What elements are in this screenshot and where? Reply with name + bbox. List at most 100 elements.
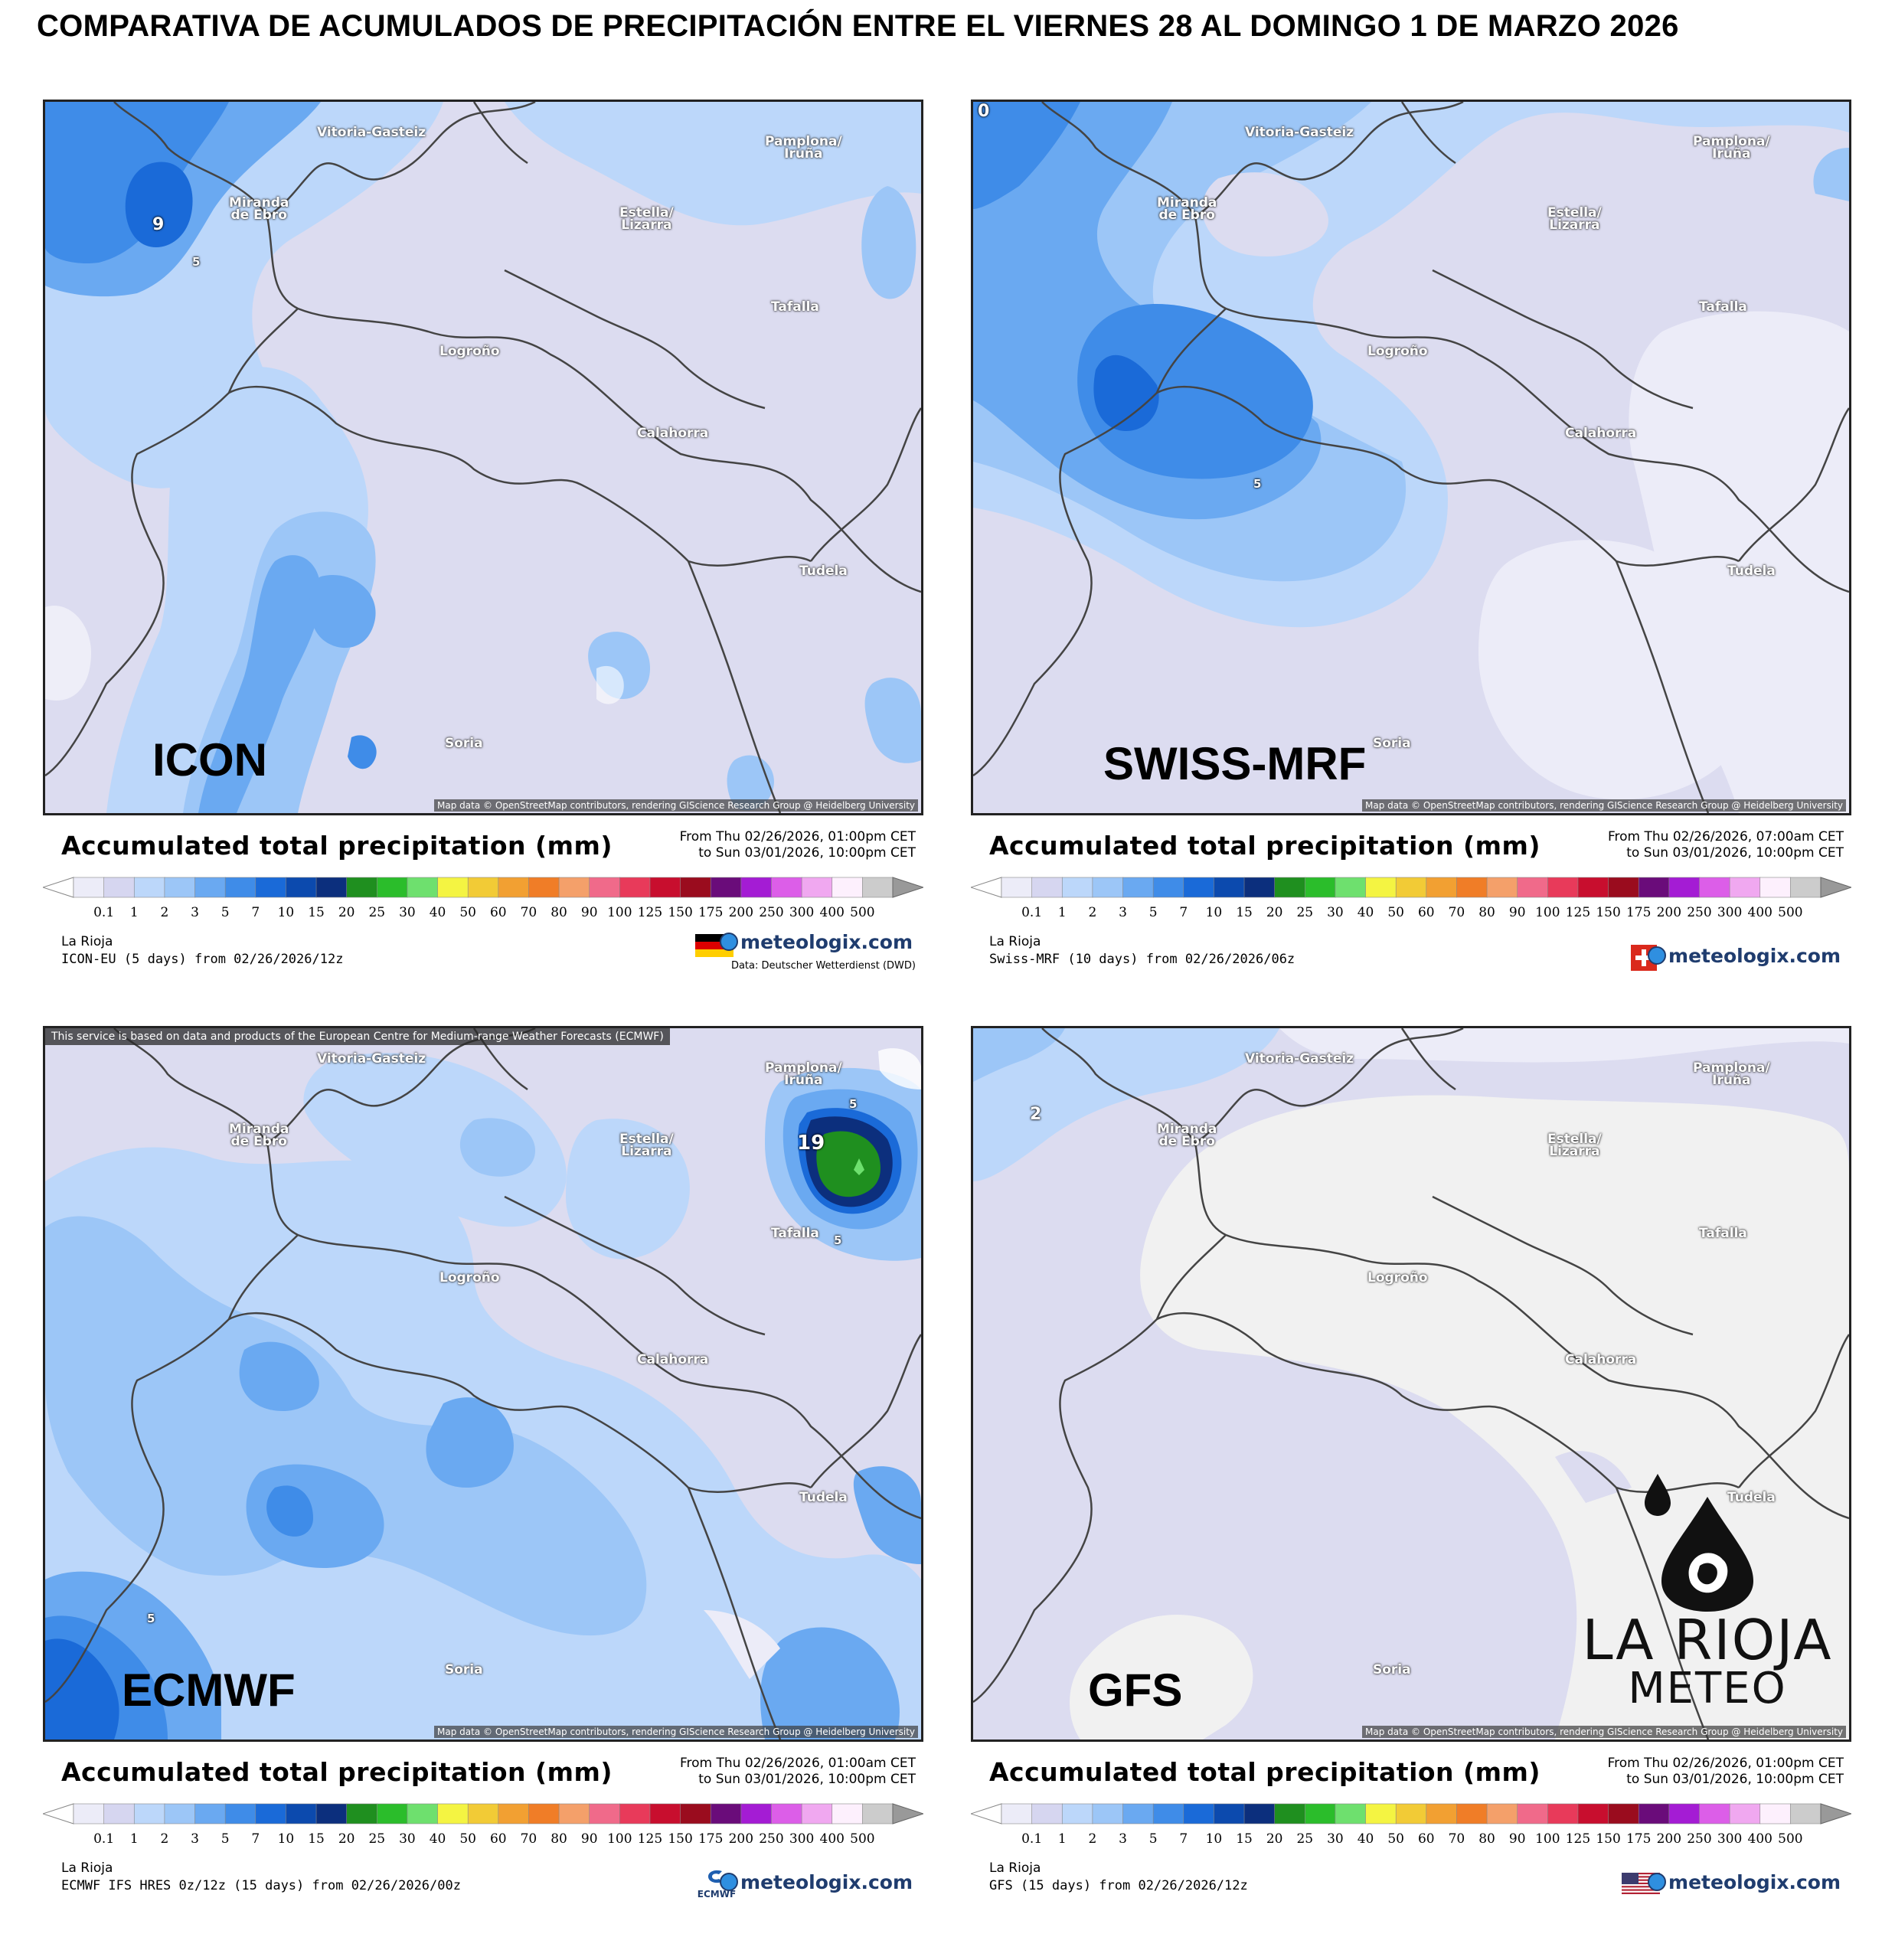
- scale-tick-label: 7: [251, 1831, 260, 1847]
- scale-tick-label: 15: [308, 1831, 325, 1847]
- scale-arrow-high: [892, 1803, 923, 1824]
- scale-tick-label: 30: [1327, 905, 1344, 920]
- scale-tick-label: 500: [850, 1831, 875, 1847]
- scale-tick-label: 0.1: [93, 1831, 115, 1847]
- scale-swatch: [1486, 877, 1518, 898]
- map-swiss-mrf[interactable]: Vitoria-Gasteiz Pamplona/Iruña Miranda de…: [971, 100, 1851, 815]
- scale-swatch: [1577, 877, 1609, 898]
- scale-swatch: [1759, 1803, 1792, 1824]
- ecmwf-logo: ECMWF: [695, 1868, 738, 1900]
- scale-tick-label: 175: [698, 905, 724, 920]
- scale-swatch: [1577, 1803, 1609, 1824]
- scale-tick-label: 400: [1747, 1831, 1772, 1847]
- panel-ecmwf: This service is based on data and produc…: [43, 1026, 923, 1922]
- brand-link[interactable]: meteologix.com: [720, 931, 913, 953]
- ecmwf-swirl-icon: [708, 1870, 722, 1883]
- map-gfs[interactable]: Vitoria-Gasteiz Pamplona/Iruña Miranda de…: [971, 1026, 1851, 1742]
- scale-swatch: [1152, 1803, 1184, 1824]
- scale-swatch: [1061, 877, 1093, 898]
- map-icon[interactable]: Vitoria-Gasteiz Pamplona/Iruña Miranda de…: [43, 100, 923, 815]
- brand-link[interactable]: meteologix.com: [1648, 1871, 1841, 1893]
- scale-swatch: [286, 1803, 317, 1824]
- scale-swatch: [1365, 1803, 1397, 1824]
- contour-value-label: 5: [147, 1612, 155, 1625]
- scale-swatch: [801, 877, 833, 898]
- scale-tick-label: 50: [1387, 1831, 1404, 1847]
- logo-text-meteo: METEO: [1628, 1664, 1787, 1713]
- scale-swatch: [649, 1803, 681, 1824]
- scale-tick-label: 25: [1296, 1831, 1314, 1847]
- scale-swatch: [589, 877, 621, 898]
- scale-tick-label: 175: [1625, 1831, 1652, 1847]
- logo-text-la-rioja: LA RIOJA: [1582, 1608, 1833, 1672]
- panel-icon: Vitoria-Gasteiz Pamplona/Iruña Miranda de…: [43, 100, 923, 995]
- scale-swatch: [1759, 877, 1792, 898]
- model-run-label: Swiss-MRF (10 days) from 02/26/2026/06z: [989, 952, 1295, 967]
- scale-swatch: [1638, 877, 1670, 898]
- color-scale-ticks: 0.1 1 2 3 5 7 10 15 20 25 30 40 50 60 70 80 90 100 125 150 1…: [43, 1831, 923, 1850]
- brand-link[interactable]: meteologix.com: [720, 1871, 913, 1893]
- panel-swiss-mrf: Vitoria-Gasteiz Pamplona/Iruña Miranda de…: [971, 100, 1851, 995]
- scale-swatch: [862, 877, 894, 898]
- city-label-estella: Estella/Lizarra: [619, 1132, 674, 1159]
- scale-tick-label: 175: [698, 1831, 724, 1847]
- scale-tick-label: 3: [191, 905, 199, 920]
- scale-tick-label: 90: [580, 1831, 598, 1847]
- map-attribution: Map data © OpenStreetMap contributors, r…: [1362, 799, 1846, 812]
- contour-value-label: 5: [192, 255, 201, 269]
- water-drop-icon: [1645, 1474, 1753, 1612]
- scale-swatch: [255, 877, 287, 898]
- scale-swatch: [346, 1803, 378, 1824]
- ecmwf-logo-text: ECMWF: [697, 1889, 737, 1900]
- scale-tick-label: 25: [1296, 905, 1314, 920]
- legend-title: Accumulated total precipitation (mm): [61, 1757, 613, 1787]
- contour-value-label: 5: [834, 1233, 842, 1247]
- scale-tick-label: 500: [1778, 1831, 1803, 1847]
- scale-swatch: [589, 1803, 621, 1824]
- scale-swatch: [1638, 1803, 1670, 1824]
- city-label-tudela: Tudela: [1727, 1490, 1776, 1505]
- scale-swatch: [467, 877, 499, 898]
- map-attribution: Map data © OpenStreetMap contributors, r…: [434, 799, 918, 812]
- scale-tick-label: 300: [789, 1831, 815, 1847]
- city-label-estella: Estella/Lizarra: [1547, 205, 1602, 233]
- scale-swatch: [1395, 877, 1427, 898]
- scale-swatch: [1486, 1803, 1518, 1824]
- scale-tick-label: 200: [1656, 1831, 1682, 1847]
- scale-swatch: [1456, 877, 1488, 898]
- scale-swatch: [1031, 877, 1063, 898]
- precip-field-ecmwf: [45, 1028, 921, 1740]
- scale-swatch: [1456, 1803, 1488, 1824]
- legend-title: Accumulated total precipitation (mm): [61, 831, 613, 861]
- scale-swatch: [164, 877, 196, 898]
- model-run-label: GFS (15 days) from 02/26/2026/12z: [989, 1878, 1248, 1893]
- city-label-logrono: Logroño: [439, 344, 500, 359]
- scale-tick-label: 50: [459, 905, 476, 920]
- scale-swatch: [194, 1803, 226, 1824]
- scale-swatch: [437, 1803, 469, 1824]
- meteologix-drop-icon: [720, 1873, 739, 1891]
- scale-swatch: [1729, 877, 1761, 898]
- scale-tick-label: 400: [819, 905, 845, 920]
- scale-tick-label: 25: [368, 905, 386, 920]
- scale-tick-label: 10: [277, 1831, 295, 1847]
- map-ecmwf[interactable]: This service is based on data and produc…: [43, 1026, 923, 1742]
- scale-swatch: [528, 877, 560, 898]
- city-label-pamplona: Pamplona/Iruña: [765, 1060, 842, 1088]
- scale-tick-label: 90: [580, 905, 598, 920]
- color-scale-bar: [971, 1803, 1851, 1824]
- scale-tick-label: 90: [1508, 1831, 1526, 1847]
- scale-swatch: [1183, 877, 1215, 898]
- scale-swatch: [224, 877, 256, 898]
- scale-tick-label: 100: [1535, 1831, 1560, 1847]
- scale-tick-label: 2: [160, 1831, 169, 1847]
- scale-tick-label: 15: [1236, 905, 1253, 920]
- scale-swatch: [1699, 877, 1730, 898]
- scale-swatch: [376, 877, 408, 898]
- scale-tick-label: 10: [1205, 1831, 1223, 1847]
- color-scale-ticks: 0.1 1 2 3 5 7 10 15 20 25 30 40 50 60 70 80 90 100 125 150 1…: [971, 1831, 1851, 1850]
- city-label-estella: Estella/Lizarra: [619, 205, 674, 233]
- city-label-calahorra: Calahorra: [1565, 426, 1637, 441]
- brand-link[interactable]: meteologix.com: [1648, 945, 1841, 967]
- scale-tick-label: 70: [520, 1831, 537, 1847]
